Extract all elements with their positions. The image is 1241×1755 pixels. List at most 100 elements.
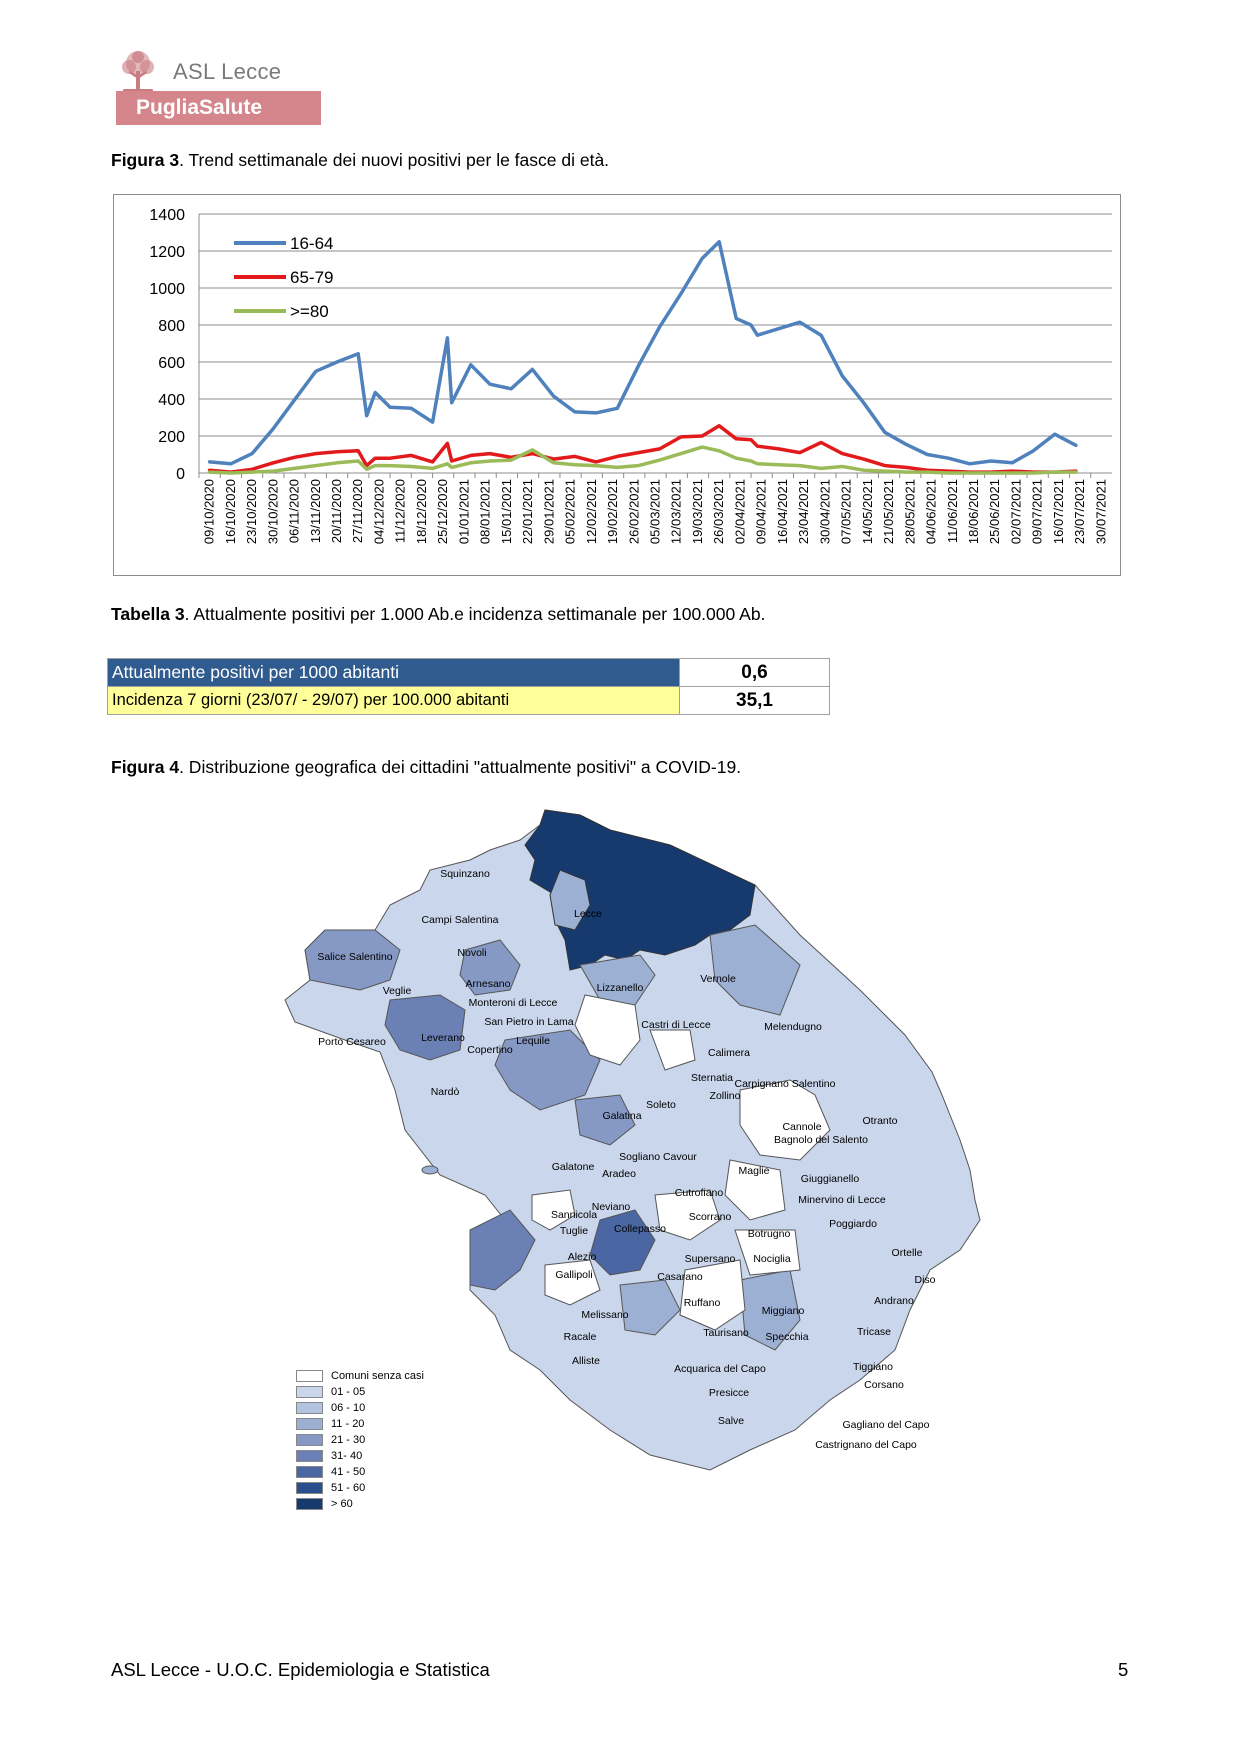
legend-row: 06 - 10 — [296, 1400, 424, 1416]
y-tick-label: 1400 — [149, 207, 185, 224]
town-label: Veglie — [383, 985, 412, 997]
x-tick-label: 06/11/2020 — [287, 479, 302, 543]
town-label: Porto Cesareo — [318, 1036, 386, 1048]
region-leverano — [384, 994, 466, 1061]
legend-label: 41 - 50 — [331, 1466, 366, 1478]
table3-caption-label: Tabella 3 — [111, 604, 185, 624]
x-tick-label: 07/05/2021 — [839, 479, 854, 544]
y-tick-label: 600 — [158, 355, 185, 372]
y-tick-label: 400 — [158, 392, 185, 409]
y-tick-label: 200 — [158, 429, 185, 446]
town-label: Arnesano — [466, 978, 511, 990]
region-taurisano — [619, 1279, 681, 1336]
region-scorrano — [654, 1189, 721, 1241]
town-label: Giuggianello — [801, 1173, 860, 1185]
legend-label: >=80 — [290, 302, 329, 321]
legend-swatch — [296, 1386, 323, 1398]
y-tick-label: 800 — [158, 318, 185, 335]
town-label: Zollino — [710, 1090, 741, 1102]
legend-label: 01 - 05 — [331, 1386, 366, 1398]
town-label: Tuglie — [560, 1225, 588, 1237]
figure4-caption: Figura 4. Distribuzione geografica dei c… — [111, 757, 741, 778]
town-label: Ruffano — [684, 1297, 721, 1309]
x-tick-label: 21/05/2021 — [881, 479, 896, 544]
salento-map: Squinzano Campi Salentina Lecce Salice Sale… — [284, 809, 981, 1471]
town-label: Lequile — [516, 1035, 550, 1047]
town-label: Minervino di Lecce — [798, 1194, 886, 1206]
legend-label: 16-64 — [290, 234, 333, 253]
x-tick-label: 18/06/2021 — [966, 479, 981, 544]
region-tuglie — [531, 1189, 576, 1231]
x-tick-label: 25/06/2021 — [987, 479, 1002, 544]
tree-icon — [122, 51, 154, 92]
x-tick-label: 16/04/2021 — [775, 479, 790, 544]
town-label: Lecce — [574, 908, 602, 920]
legend-label: 31- 40 — [331, 1450, 363, 1462]
x-tick-label: 09/07/2021 — [1030, 479, 1045, 544]
town-label: Sannicola — [551, 1209, 597, 1221]
region-gallipoli — [469, 1209, 536, 1291]
legend-swatch — [296, 1498, 323, 1510]
legend-label: 06 - 10 — [331, 1402, 366, 1414]
figure4-caption-label: Figura 4 — [111, 757, 180, 777]
town-label: Supersano — [685, 1253, 736, 1265]
legend-label: 21 - 30 — [331, 1434, 366, 1446]
region-giuggianello — [724, 1159, 786, 1221]
town-label: Salice Salentino — [317, 951, 392, 963]
x-tick-label: 23/04/2021 — [796, 479, 811, 544]
town-label: Ortelle — [892, 1247, 923, 1259]
kpi-label: Attualmente positivi per 1000 abitanti — [107, 658, 680, 687]
series-line-16-64 — [207, 240, 1078, 466]
region-salice — [304, 929, 401, 991]
town-label: Tiggiano — [853, 1361, 893, 1373]
region-andrano — [734, 1229, 801, 1276]
x-tick-label: 30/07/2021 — [1093, 479, 1108, 544]
x-tick-label: 20/11/2020 — [329, 479, 344, 543]
x-tick-label: 02/04/2021 — [732, 479, 747, 544]
figure3-caption-label: Figura 3 — [111, 150, 180, 170]
y-tick-label: 1200 — [149, 244, 185, 261]
town-label: Leverano — [421, 1032, 465, 1044]
x-tick-label: 18/12/2020 — [414, 479, 429, 544]
legend-row: 21 - 30 — [296, 1432, 424, 1448]
region-melissano — [544, 1259, 601, 1306]
town-label: Carpignano Salentino — [735, 1078, 836, 1090]
town-label: Botrugno — [748, 1228, 791, 1240]
brand-band: PugliaSalute — [116, 91, 321, 125]
figure4-caption-text: . Distribuzione geografica dei cittadini… — [179, 757, 742, 777]
town-label: Tricase — [857, 1326, 891, 1338]
map-legend: Comuni senza casi 01 - 05 06 - 10 11 - 20 21… — [296, 1368, 424, 1512]
legend-swatch — [296, 1434, 323, 1446]
island — [421, 1165, 439, 1175]
town-label: Cannole — [782, 1121, 821, 1133]
town-label: Novoli — [457, 947, 486, 959]
org-name: ASL Lecce — [173, 59, 282, 84]
x-tick-label: 13/11/2020 — [308, 479, 323, 543]
town-label: Monteroni di Lecce — [469, 997, 558, 1009]
region-galatina — [494, 1029, 601, 1111]
chart-frame: 0 200 400 600 800 1000 1200 1400 09/10/2020 16/10… — [113, 194, 1121, 576]
town-label: Scorrano — [689, 1211, 732, 1223]
town-label: Corsano — [864, 1379, 904, 1391]
x-tick-label: 15/01/2021 — [499, 479, 514, 544]
x-tick-label: 12/03/2021 — [669, 479, 684, 544]
x-tick-label: 09/04/2021 — [754, 479, 769, 544]
logo: ASL Lecce PugliaSalute — [113, 45, 323, 125]
town-label: Calimera — [708, 1047, 750, 1059]
town-label: Taurisano — [703, 1327, 749, 1339]
kpi-value: 0,6 — [679, 658, 830, 687]
town-label: Presicce — [709, 1387, 749, 1399]
x-tick-label: 16/10/2020 — [223, 479, 238, 544]
x-tick-label: 04/06/2021 — [924, 479, 939, 544]
legend-label: Comuni senza casi — [331, 1370, 424, 1382]
x-tick-label: 29/01/2021 — [541, 479, 556, 544]
x-tick-label: 19/03/2021 — [690, 479, 705, 544]
legend-label: 51 - 60 — [331, 1482, 366, 1494]
x-tick-label: 11/12/2020 — [393, 479, 408, 543]
town-label: Lizzanello — [597, 982, 644, 994]
y-tick-label: 0 — [176, 466, 185, 483]
x-tick-label: 26/03/2021 — [711, 479, 726, 544]
legend-swatch — [296, 1482, 323, 1494]
x-tick-label: 28/05/2021 — [902, 479, 917, 544]
x-tick-label: 05/03/2021 — [648, 479, 663, 544]
